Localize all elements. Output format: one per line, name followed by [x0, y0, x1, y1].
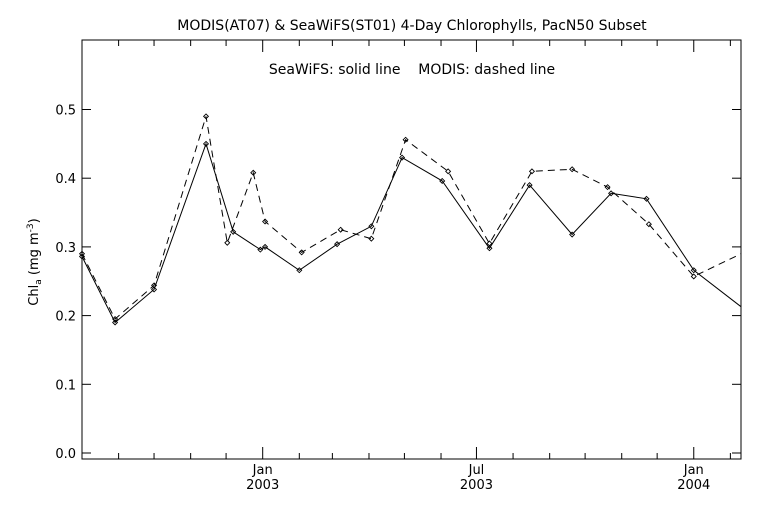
x-tick-label-month: Jan	[252, 463, 273, 478]
y-axis: 0.0 0.1 0.2 0.3 0.4 0.5	[55, 104, 741, 462]
y-axis-label-superscript: -3	[26, 223, 36, 232]
y-axis-label-close: )	[27, 218, 42, 223]
series-dashed-point	[690, 273, 697, 280]
series-solid-point	[230, 228, 237, 235]
series-dashed-point	[250, 169, 257, 176]
series-solid-point	[486, 245, 493, 252]
series-solid-point	[78, 253, 86, 260]
y-axis-label-main: Chl	[27, 285, 42, 306]
series-dashed-point	[486, 240, 493, 247]
series-dashed-point	[78, 250, 86, 257]
series-dashed-point	[112, 315, 119, 323]
series-dashed-point	[298, 249, 305, 256]
plot-frame	[81, 39, 742, 460]
x-tick-label-year: 2004	[677, 478, 710, 493]
x-tick-label-month: Jul	[468, 463, 485, 478]
y-tick-label: 0.4	[55, 172, 76, 187]
series-solid-point	[643, 195, 650, 202]
x-tick-label-year: 2003	[246, 478, 279, 493]
series-solid-point	[526, 182, 533, 189]
x-tick-label-month: Jan	[683, 463, 704, 478]
series-dashed-point	[528, 168, 535, 175]
series-solid-point	[569, 231, 576, 238]
series-solid-point	[399, 154, 406, 161]
series-solid-line	[81, 142, 742, 324]
series-dashed-point	[604, 184, 611, 191]
series-dashed-point	[445, 168, 452, 175]
series-solid-point	[608, 190, 615, 197]
series-layer	[78, 113, 742, 326]
series-dashed-point	[337, 226, 344, 233]
series-dashed-point	[262, 218, 269, 225]
series-solid-point	[202, 140, 210, 147]
series-solid-point	[112, 319, 119, 326]
x-tick-label-year: 2003	[460, 478, 493, 493]
series-solid-point	[439, 177, 446, 184]
series-dashed-point	[151, 282, 158, 289]
y-axis-label: Chla (mg m-3)	[26, 218, 44, 305]
y-tick-label: 0.3	[55, 241, 76, 256]
series-dashed-point	[202, 113, 210, 120]
series-dashed-line	[81, 116, 742, 320]
series-dashed-point	[368, 235, 375, 242]
legend-text: SeaWiFS: solid line MODIS: dashed line	[269, 62, 555, 78]
series-dashed-point	[569, 166, 576, 173]
y-tick-label: 0.1	[55, 378, 76, 393]
series-dashed-point	[224, 239, 231, 246]
series-dashed-point	[402, 136, 409, 143]
y-axis-label-subscript: a	[34, 279, 44, 285]
series-solid-point	[296, 267, 303, 274]
series-solid-point	[257, 246, 264, 253]
series-solid-point	[368, 223, 375, 230]
series-solid-point	[690, 267, 697, 274]
series-solid-point	[262, 243, 269, 250]
series-solid-point	[151, 286, 158, 293]
chart-title: MODIS(AT07) & SeaWiFS(ST01) 4-Day Chloro…	[177, 18, 647, 34]
y-tick-label: 0.0	[55, 447, 76, 462]
y-tick-label: 0.2	[55, 310, 76, 325]
series-dashed-point	[645, 221, 652, 228]
series-solid-point	[334, 241, 341, 248]
y-axis-label-units: (mg m	[27, 232, 42, 279]
y-tick-label: 0.5	[55, 104, 76, 119]
